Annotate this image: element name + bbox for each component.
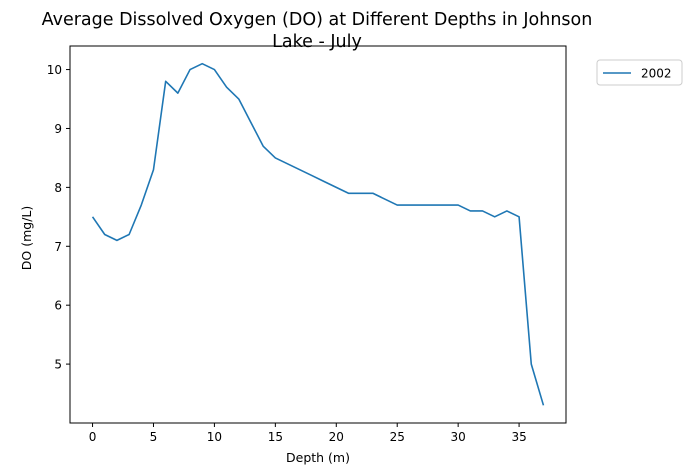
- legend-label: 2002: [641, 67, 672, 81]
- x-tick-label: 30: [451, 430, 466, 444]
- x-tick-label: 25: [390, 430, 405, 444]
- x-tick-label: 10: [207, 430, 222, 444]
- x-tick-label: 35: [511, 430, 526, 444]
- chart-title-line-2: Lake - July: [272, 32, 362, 52]
- y-tick-label: 6: [54, 299, 62, 313]
- y-tick-label: 8: [54, 181, 62, 195]
- x-ticks: 0 5 10 15 20 25 30 35: [89, 423, 527, 444]
- x-tick-label: 5: [150, 430, 158, 444]
- y-tick-label: 9: [54, 122, 62, 136]
- y-axis-label: DO (mg/L): [19, 206, 34, 270]
- y-ticks: 5 6 7 8 9 10: [47, 63, 70, 372]
- legend-box: [596, 59, 683, 86]
- chart-title-line-1: Average Dissolved Oxygen (DO) at Differe…: [42, 10, 593, 30]
- series-lines: [91, 62, 545, 406]
- x-tick-label: 0: [89, 430, 97, 444]
- x-tick-label: 20: [329, 430, 344, 444]
- y-tick-label: 5: [54, 358, 62, 372]
- y-tick-label: 10: [47, 63, 62, 77]
- series-line-2002: [91, 62, 545, 406]
- x-tick-label: 15: [268, 430, 283, 444]
- legend: 2002: [596, 59, 683, 86]
- x-axis-label: Depth (m): [286, 450, 350, 465]
- plot-frame: [69, 45, 567, 424]
- y-tick-label: 7: [54, 240, 62, 254]
